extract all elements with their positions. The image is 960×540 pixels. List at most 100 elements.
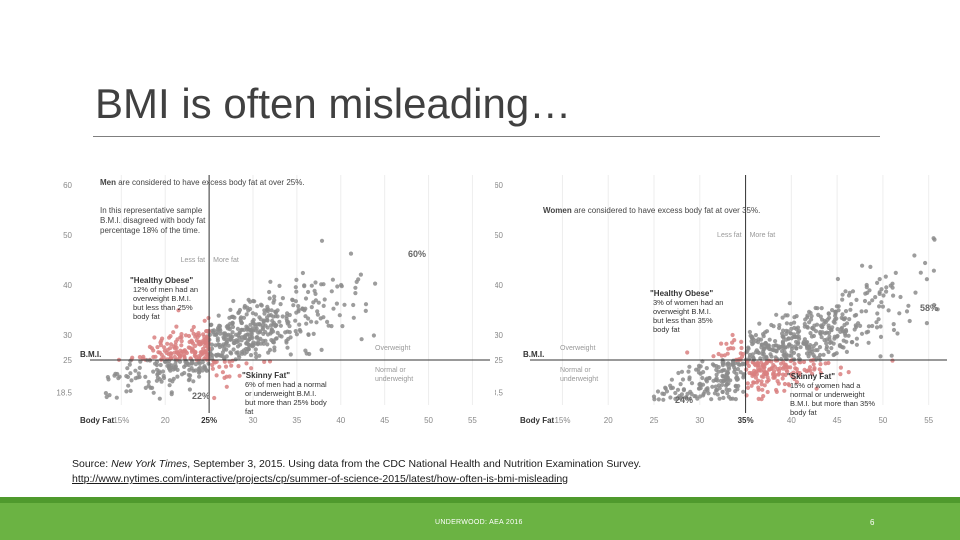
scatter-point [319,347,324,352]
scatter-point [759,379,764,384]
scatter-point [294,332,299,337]
scatter-point [262,359,267,364]
scatter-point [152,335,157,340]
body-fat-axis-label: Body Fat [80,416,115,425]
scatter-point [319,238,325,243]
scatter-point [895,331,900,336]
scatter-point [321,303,326,308]
scatter-point [130,355,135,360]
scatter-point [227,359,232,364]
scatter-point [204,351,209,356]
scatter-point [202,334,207,339]
scatter-point [268,347,273,352]
scatter-point [351,315,356,320]
scatter-point [259,303,264,308]
scatter-point [805,340,810,345]
scatter-point [331,306,336,311]
scatter-point [844,349,849,354]
scatter-point [256,330,261,335]
scatter-point [848,307,853,312]
scatter-point [832,317,837,322]
scatter-point [128,388,133,393]
scatter-point [250,311,255,316]
scatter-point [267,296,272,301]
y-tick-label: 40 [63,281,72,290]
scatter-point [712,363,717,368]
scatter-point [103,391,108,396]
scatter-point [151,369,156,374]
scatter-point [156,350,161,355]
scatter-point [777,323,782,328]
scatter-point [873,295,878,300]
scatter-point [760,387,765,392]
scatter-point [835,327,840,332]
scatter-point [236,353,241,358]
scatter-point [877,304,882,309]
scatter-point [780,315,785,320]
scatter-point [337,313,342,318]
scatter-point [182,354,187,359]
scatter-point [884,285,889,290]
scatter-point [165,347,170,352]
scatter-point [696,363,702,368]
scatter-point [878,334,884,339]
scatter-point [246,297,251,302]
scatter-point [704,366,709,371]
scatter-point [236,310,241,316]
scatter-point [129,378,134,383]
scatter-point [719,341,724,346]
scatter-point [167,362,172,367]
scatter-point [780,376,785,381]
scatter-point [280,314,285,319]
scatter-point [697,386,702,391]
scatter-point [829,346,834,351]
scatter-point [220,370,225,375]
scatter-point [698,381,703,386]
scatter-point [843,289,848,294]
scatter-point [870,323,875,329]
scatter-point [847,317,852,322]
scatter-point [251,317,256,323]
scatter-point [175,374,180,379]
scatter-point [258,336,263,341]
scatter-point [137,355,142,360]
scatter-point [739,339,744,344]
scatter-point [669,386,674,391]
scatter-point [176,308,181,313]
scatter-point [821,352,826,357]
scatter-point [720,360,725,365]
scatter-point [241,315,247,320]
scatter-point [827,340,833,345]
scatter-point [232,340,237,346]
scatter-point [835,276,840,282]
scatter-point [720,382,725,387]
scatter-point [789,344,794,349]
scatter-point [128,371,133,376]
scatter-point [272,345,277,350]
scatter-point [875,280,880,285]
scatter-point [776,372,781,377]
scatter-point [285,345,290,350]
scatter-point [736,362,741,367]
scatter-point [191,324,196,330]
scatter-point [792,325,797,330]
scatter-point [794,339,799,344]
scatter-point [889,353,894,358]
scatter-point [696,366,701,372]
scatter-point [215,338,220,343]
scatter-point [675,387,681,392]
lower-left-percent: 24% [675,395,693,405]
scatter-point [193,343,198,348]
scatter-point [881,293,886,298]
scatter-point [214,332,219,337]
scatter-point [300,306,305,311]
source-link[interactable]: http://www.nytimes.com/interactive/proje… [72,473,569,485]
scatter-point [681,388,686,393]
scatter-point [143,374,148,379]
scatter-point [826,349,831,355]
scatter-point [854,342,859,347]
scatter-point [803,317,808,322]
scatter-point [761,334,766,339]
scatter-point [315,312,320,317]
scatter-point [179,343,184,348]
